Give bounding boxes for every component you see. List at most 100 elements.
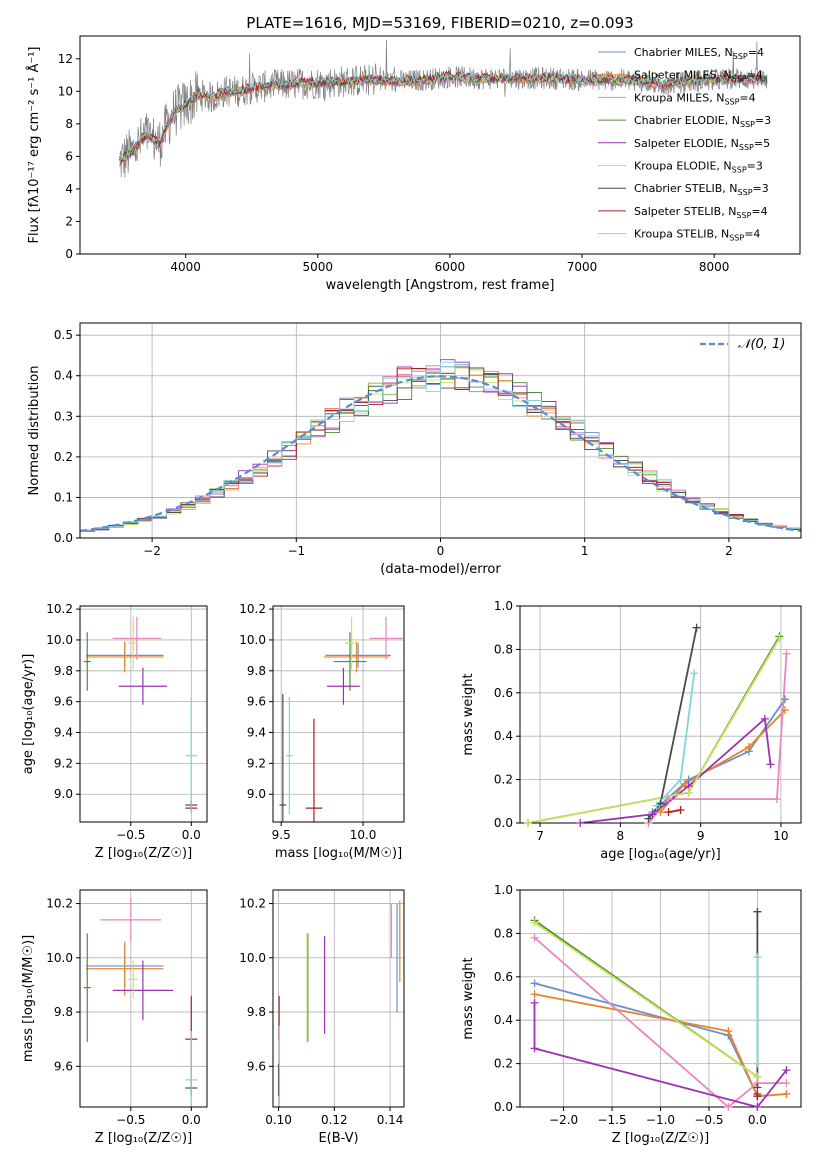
x-tick-label: 5000 [303, 260, 334, 274]
y-tick-label: 9.4 [54, 726, 73, 740]
x-tick-label: 6000 [435, 260, 466, 274]
x-axis-label: wavelength [Angstrom, rest frame] [326, 278, 555, 293]
y-tick-label: 10.2 [46, 897, 73, 911]
x-tick-label: 0.0 [182, 828, 201, 842]
y-tick-label: 0.2 [494, 773, 513, 787]
y-axis-label: Normed distribution [27, 366, 42, 496]
x-tick-label: 8000 [699, 260, 730, 274]
y-tick-label: 0.0 [494, 1100, 513, 1114]
legend-entry: Chabrier STELIB, NSSP=3 [634, 182, 769, 197]
y-tick-label: 6 [65, 149, 73, 163]
x-axis-label: (data-model)/error [380, 562, 501, 577]
y-tick-label: 9.2 [247, 756, 266, 770]
y-tick-label: 10.2 [46, 602, 73, 616]
mass-weight-line [527, 635, 781, 823]
legend-entry-name: Chabrier MILES, N [634, 46, 733, 59]
x-tick-label: −1.5 [597, 1113, 626, 1127]
y-tick-label: 4 [65, 182, 73, 196]
mass_vs_Z-plot-area [83, 898, 198, 1107]
y-tick-label: 0.4 [494, 729, 513, 743]
y-axis-label: mass weight [461, 957, 476, 1039]
mass-weight-marker [530, 933, 539, 942]
mass-weight-marker [676, 775, 685, 784]
mass-weight-marker [656, 799, 665, 808]
mass-weight-marker [530, 998, 539, 1007]
x-axis-label: Z [log₁₀(Z/Z☉)] [612, 1131, 709, 1146]
x-tick-label: −0.5 [116, 828, 145, 842]
observed-spectrum-line [119, 39, 768, 178]
y-tick-label: 0.6 [494, 686, 513, 700]
mass-weight-line [534, 993, 787, 1098]
x-tick-label: 10.0 [350, 828, 377, 842]
legend-entry-count: =4 [748, 46, 764, 59]
y-tick-label: 9.8 [247, 1005, 266, 1019]
mass-weight-marker [676, 805, 685, 814]
y-tick-label: 10.0 [239, 633, 266, 647]
legend-entry-count: =3 [755, 114, 771, 127]
figure-title: PLATE=1616, MJD=53169, FIBERID=0210, z=0… [246, 14, 633, 32]
legend-entry: Kroupa MILES, NSSP=4 [634, 91, 756, 106]
x-tick-label: 0.10 [265, 1113, 292, 1127]
y-tick-label: 9.6 [54, 1059, 73, 1073]
weight_vs_age-panel: 7 8 9 10 0.0 0.2 0.4 0.6 0.8 1.0 age [log₁₀(age/yr… [461, 599, 802, 862]
y-tick-label: 9.2 [54, 756, 73, 770]
legend-entry-subscript: SSP [733, 52, 748, 61]
mass-weight-marker [644, 814, 653, 823]
y-tick-label: 0.6 [494, 970, 513, 984]
mass-weight-marker [780, 706, 789, 715]
legend-entry-name: Salpeter STELIB, N [634, 205, 736, 218]
legend-entry: Salpeter ELODIE, NSSP=5 [634, 137, 770, 152]
y-tick-label: 8 [65, 117, 73, 131]
y-tick-label: 0.2 [54, 450, 73, 464]
y-tick-label: 0.4 [54, 369, 73, 383]
mass-weight-marker [530, 918, 539, 927]
legend-entry: Salpeter MILES, NSSP=4 [634, 69, 763, 84]
mass-weight-marker [524, 819, 533, 827]
weight_vs_Z-panel: −2.0 −1.5 −1.0 −0.5 0.0 0.0 0.2 0.4 0.6 0.8 1.0 Z [… [461, 883, 802, 1146]
legend-entry-count: =3 [753, 182, 769, 195]
x-tick-label: 7 [536, 829, 544, 843]
x-tick-label: −2.0 [549, 1113, 578, 1127]
mass-weight-marker [760, 714, 769, 723]
legend-entry-count: =4 [747, 69, 763, 82]
mass-weight-marker [724, 1027, 733, 1036]
mass-weight-line [647, 653, 788, 823]
mass-weight-marker [782, 649, 791, 658]
mass-weight-marker [753, 1059, 762, 1068]
y-tick-label: 9.6 [247, 695, 266, 709]
y-axis-label: Flux [fλ10⁻¹⁷ erg cm⁻² s⁻¹ Å⁻¹] [26, 47, 42, 244]
y-tick-label: 10.2 [239, 897, 266, 911]
y-tick-label: 9.0 [247, 787, 266, 801]
residuals-frame [79, 322, 802, 539]
mass-weight-marker [684, 788, 693, 797]
y-tick-label: 0.1 [54, 490, 73, 504]
y-tick-label: 1.0 [494, 599, 513, 613]
weight_vs_age-frame [519, 605, 802, 824]
mass_vs_ebv-plot-area [277, 900, 401, 1107]
y-tick-label: 9.8 [54, 664, 73, 678]
mass-weight-marker [753, 953, 762, 962]
mass-weight-line [533, 921, 758, 1078]
legend-entry-subscript: SSP [732, 166, 747, 175]
weight_vs_Z-frame [519, 889, 802, 1108]
mass-weight-marker [724, 1103, 733, 1111]
y-tick-label: 10.0 [46, 633, 73, 647]
y-tick-label: 1.0 [494, 883, 513, 897]
mass-weight-marker [648, 810, 657, 819]
mass-weight-marker [690, 669, 699, 678]
mass-weight-marker [766, 760, 775, 769]
y-tick-label: 0.8 [494, 926, 513, 940]
residuals-panel: −2 −1 0 1 2 0.0 0.1 0.2 0.3 0.4 0.5 (data-model)/er… [27, 322, 802, 577]
mass_vs_ebv-panel: 0.10 0.12 0.14 9.6 9.8 10.0 10.2 E(B-V) [239, 889, 405, 1146]
mass-weight-marker [576, 819, 585, 827]
x-tick-label: −1.0 [646, 1113, 675, 1127]
mass-weight-marker [530, 979, 539, 988]
x-axis-label: age [log₁₀(age/yr)] [600, 847, 721, 862]
mass-weight-marker [753, 1072, 762, 1081]
mass-weight-marker [782, 1089, 791, 1098]
x-axis-label: Z [log₁₀(Z/Z☉)] [95, 846, 192, 861]
x-tick-label: −0.5 [694, 1113, 723, 1127]
x-axis-label: Z [log₁₀(Z/Z☉)] [95, 1131, 192, 1146]
y-tick-label: 10.0 [239, 951, 266, 965]
legend-entry-count: =4 [744, 228, 760, 241]
